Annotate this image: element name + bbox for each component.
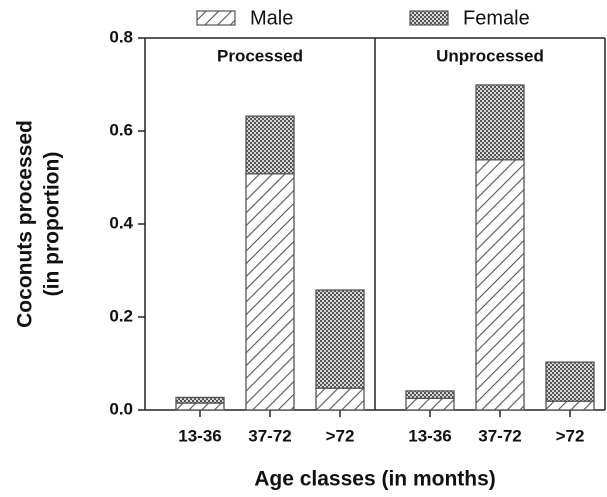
legend-swatch	[409, 10, 449, 26]
bar-segment	[245, 173, 295, 411]
bar-segment	[315, 289, 365, 389]
bar-segment	[315, 387, 365, 411]
panel-title: Unprocessed	[436, 46, 544, 65]
y-axis-label: (in proportion)	[41, 152, 64, 297]
panel-title: Processed	[217, 46, 303, 65]
x-axis-label: Age classes (in months)	[254, 468, 496, 491]
x-tick-label: 13-36	[178, 426, 221, 445]
y-tick-label: 0.8	[109, 27, 133, 46]
y-tick-label: 0.0	[109, 399, 133, 418]
bar-segment	[405, 397, 455, 411]
x-tick-label: >72	[326, 426, 355, 445]
x-tick-label: 37-72	[478, 426, 521, 445]
y-tick-label: 0.6	[109, 120, 133, 139]
legend-swatch	[196, 10, 236, 26]
legend-label: Male	[250, 7, 293, 29]
bar-segment	[245, 115, 295, 175]
y-axis-label: Coconuts processed	[14, 120, 37, 328]
legend-label: Female	[463, 7, 530, 29]
x-tick-label: 37-72	[248, 426, 291, 445]
y-tick-label: 0.2	[109, 306, 133, 325]
bar-segment	[475, 159, 525, 411]
bar-segment	[545, 400, 595, 411]
bar-segment	[475, 84, 525, 161]
bar-segment	[545, 361, 595, 402]
bar-segment	[175, 396, 225, 404]
bar-segment	[405, 390, 455, 400]
x-tick-label: 13-36	[408, 426, 451, 445]
y-tick-label: 0.4	[109, 213, 133, 232]
x-tick-label: >72	[556, 426, 585, 445]
bar-segment	[175, 402, 225, 411]
